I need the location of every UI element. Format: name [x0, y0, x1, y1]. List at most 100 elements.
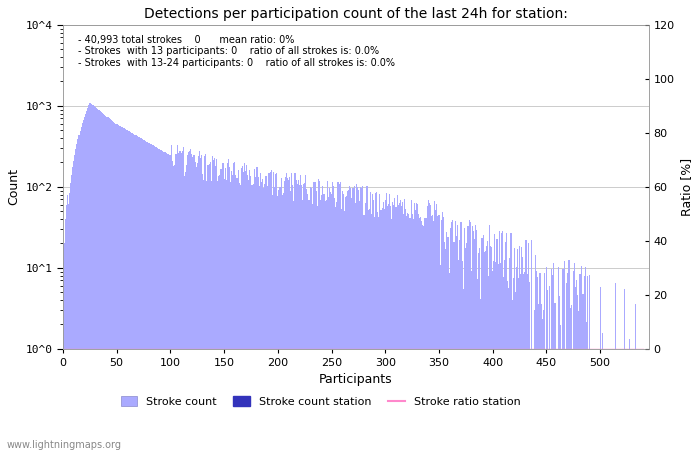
Bar	[603, 349, 604, 450]
Bar	[318, 179, 319, 450]
Bar	[199, 150, 200, 450]
Bar	[488, 276, 489, 450]
Bar	[313, 182, 314, 450]
Bar	[407, 213, 408, 450]
Bar	[369, 209, 370, 450]
Bar	[408, 214, 409, 450]
Bar	[358, 190, 359, 450]
Bar	[70, 183, 71, 450]
Bar	[328, 197, 329, 450]
Bar	[244, 163, 245, 450]
Bar	[577, 295, 578, 450]
Bar	[131, 133, 132, 450]
Bar	[500, 233, 502, 450]
Bar	[136, 136, 138, 450]
Bar	[456, 225, 458, 450]
Bar	[575, 287, 576, 450]
Bar	[510, 233, 512, 450]
Bar	[361, 188, 362, 450]
Bar	[385, 200, 386, 450]
Bar	[97, 109, 98, 450]
Bar	[428, 200, 429, 450]
Bar	[82, 123, 83, 450]
Bar	[96, 108, 97, 450]
Bar	[108, 118, 110, 450]
Bar	[414, 203, 415, 450]
Bar	[359, 201, 360, 450]
Bar	[111, 120, 112, 450]
Bar	[547, 290, 548, 450]
Bar	[153, 145, 154, 450]
Bar	[246, 165, 247, 450]
Bar	[249, 170, 251, 450]
Bar	[578, 311, 579, 450]
Bar	[190, 149, 191, 450]
Bar	[92, 105, 94, 450]
Bar	[514, 292, 516, 450]
Bar	[283, 194, 284, 450]
Bar	[68, 204, 69, 450]
Bar	[325, 201, 326, 450]
Bar	[355, 203, 356, 450]
Bar	[474, 239, 475, 450]
Bar	[193, 155, 195, 450]
Bar	[206, 181, 207, 450]
Bar	[256, 167, 257, 450]
Bar	[393, 205, 394, 450]
Bar	[454, 221, 456, 450]
Bar	[498, 231, 500, 450]
Bar	[562, 269, 563, 450]
Bar	[179, 151, 181, 450]
Bar	[353, 188, 354, 450]
Bar	[360, 187, 361, 450]
Bar	[641, 349, 643, 450]
Bar	[100, 111, 101, 450]
Bar	[122, 128, 124, 450]
Bar	[164, 153, 165, 450]
Bar	[241, 166, 243, 450]
Bar	[594, 349, 595, 450]
Bar	[141, 139, 142, 450]
Bar	[94, 107, 96, 450]
Bar	[609, 349, 610, 450]
Bar	[187, 155, 188, 450]
Bar	[533, 349, 534, 450]
Bar	[168, 154, 169, 450]
Bar	[350, 188, 351, 450]
Bar	[461, 222, 462, 450]
Bar	[116, 124, 117, 450]
Bar	[398, 205, 399, 450]
Bar	[319, 181, 321, 450]
Bar	[159, 149, 160, 450]
Bar	[367, 186, 368, 450]
Bar	[440, 220, 442, 450]
Bar	[309, 187, 311, 450]
Bar	[434, 201, 435, 450]
Bar	[426, 207, 428, 450]
Bar	[639, 349, 640, 450]
Bar	[416, 203, 417, 450]
Text: - 40,993 total strokes    0      mean ratio: 0%
- Strokes  with 13 participants:: - 40,993 total strokes 0 mean ratio: 0% …	[78, 35, 395, 68]
Bar	[289, 177, 290, 450]
Bar	[475, 225, 476, 450]
Bar	[80, 127, 82, 450]
Bar	[103, 114, 104, 450]
Bar	[528, 282, 530, 450]
Bar	[402, 202, 403, 450]
Bar	[279, 187, 281, 450]
Bar	[169, 155, 170, 450]
Bar	[473, 231, 474, 450]
Bar	[160, 150, 161, 450]
Bar	[370, 192, 371, 450]
Bar	[445, 249, 446, 450]
Bar	[554, 303, 556, 450]
Bar	[165, 153, 167, 450]
Bar	[418, 214, 419, 450]
Bar	[616, 349, 617, 450]
Bar	[589, 274, 590, 450]
Bar	[478, 253, 480, 450]
Bar	[284, 181, 285, 450]
Bar	[362, 186, 363, 450]
Bar	[593, 349, 594, 450]
Bar	[237, 171, 239, 450]
